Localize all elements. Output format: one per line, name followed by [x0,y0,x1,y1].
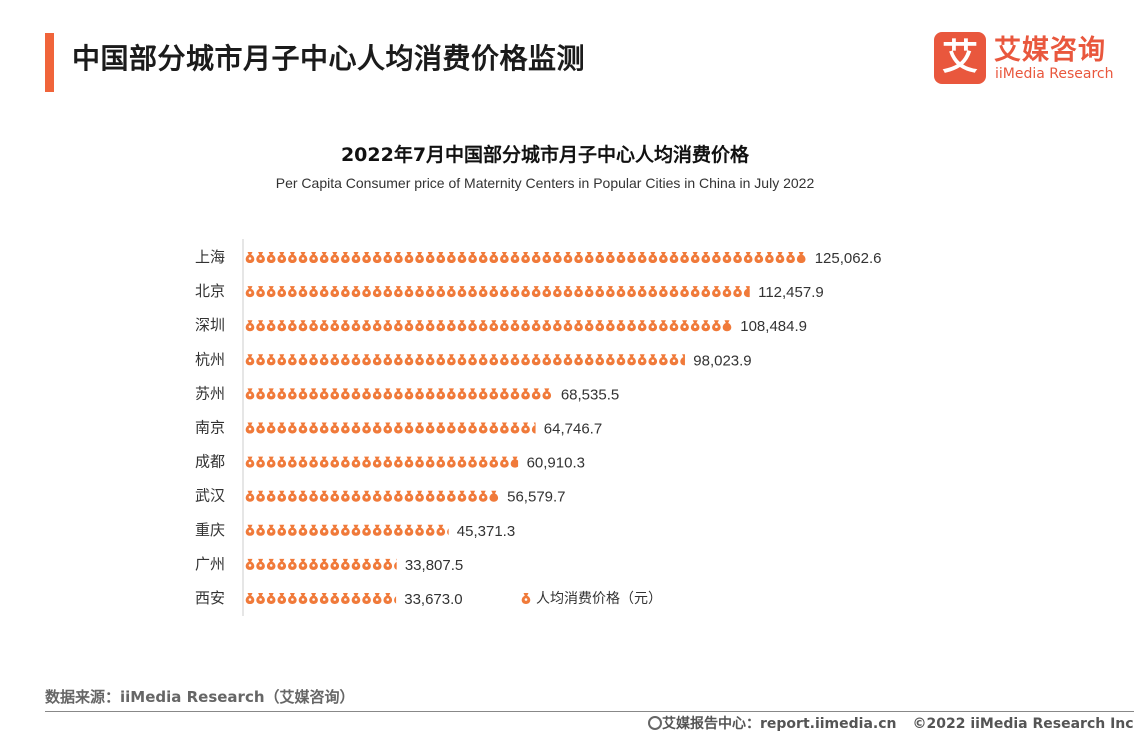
logo-name-cn: 艾媒咨询 [994,35,1106,66]
category-label: 成都 [195,453,225,471]
category-label: 广州 [195,555,225,573]
legend-label: 人均消费价格（元） [536,591,662,607]
category-label: 南京 [195,419,225,437]
value-label: 33,807.5 [405,557,463,574]
legend: 人均消费价格（元） [521,591,662,607]
value-label: 112,457.9 [758,284,824,301]
category-label: 苏州 [195,384,225,402]
value-label: 56,579.7 [507,489,565,506]
bar [245,320,732,332]
value-label: 45,371.3 [457,523,515,540]
value-label: 60,910.3 [527,455,585,472]
bar [245,593,397,604]
category-label: 西安 [195,589,225,607]
globe-icon [648,716,662,730]
brand-logo: 艾 艾媒咨询 iiMedia Research [934,28,1124,88]
value-label: 68,535.5 [561,386,619,403]
value-label: 98,023.9 [693,352,751,369]
logo-name-en: iiMedia Research [995,66,1114,82]
chart-title: 2022年7月中国部分城市月子中心人均消费价格 [340,144,750,166]
value-label: 64,746.7 [544,421,602,438]
footer: 艾媒报告中心：report.iimedia.cn ©2022 iiMedia Re… [648,713,1134,733]
category-label: 重庆 [195,521,225,539]
value-label: 125,062.6 [815,250,882,267]
category-label: 武汉 [195,487,225,505]
value-label: 33,673.0 [404,591,462,608]
footer-copyright: ©2022 iiMedia Research Inc [912,716,1134,732]
category-label: 上海 [195,248,225,266]
value-label: 108,484.9 [740,318,807,335]
title-accent-bar [45,33,54,92]
data-source: 数据来源：iiMedia Research（艾媒咨询） [45,688,355,706]
footer-report-site: 艾媒报告中心：report.iimedia.cn [662,716,897,732]
bar [245,252,806,263]
bar [245,524,449,536]
logo-mark-icon: 艾 [934,32,986,84]
category-label: 深圳 [195,316,225,334]
bar [245,558,397,570]
page-title: 中国部分城市月子中心人均消费价格监测 [72,42,586,75]
footer-divider [45,711,1134,712]
category-label: 杭州 [195,350,225,368]
bar [245,388,552,400]
bar [245,354,685,366]
bar [245,422,536,434]
category-label: 北京 [195,282,225,300]
bar [245,286,750,298]
bar [245,456,519,468]
chart-subtitle: Per Capita Consumer price of Maternity C… [275,175,815,191]
bar [245,490,499,502]
